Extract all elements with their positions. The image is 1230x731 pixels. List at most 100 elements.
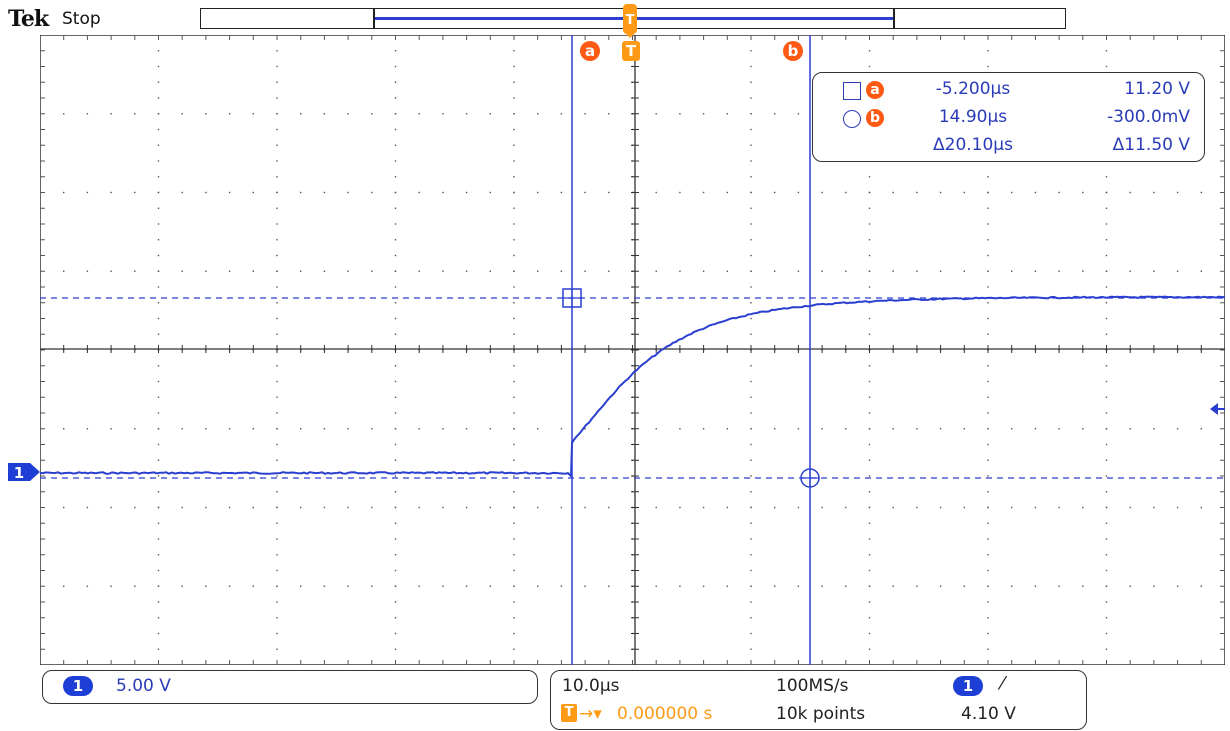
- grid-dot: [513, 176, 515, 178]
- grid-dot: [1105, 648, 1108, 650]
- grid-dot: [371, 585, 373, 587]
- record-length: 10k points: [776, 704, 866, 724]
- grid-dot: [987, 207, 989, 209]
- grid-dot: [916, 270, 918, 272]
- grid-dot: [655, 428, 657, 430]
- grid-dot: [1105, 317, 1108, 320]
- grid-dot: [347, 585, 349, 587]
- grid-dot: [868, 270, 871, 272]
- grid-dot: [608, 585, 610, 587]
- grid-dot: [394, 428, 397, 430]
- grid-dot: [1105, 554, 1108, 556]
- grid-dot: [157, 648, 160, 650]
- grid-dot: [418, 585, 420, 587]
- horizontal-panel[interactable]: 10.0µs 100MS/s T →▾ 0.000000 s 10k point…: [550, 670, 1087, 730]
- grid-dot: [868, 396, 871, 398]
- grid-dot: [655, 585, 657, 587]
- grid-dot: [347, 191, 349, 194]
- cursor-delta-time: Δ20.10µs: [933, 135, 1013, 155]
- grid-dot: [1058, 191, 1060, 194]
- grid-dot: [750, 191, 752, 194]
- grid-dot: [987, 491, 989, 493]
- grid-dot: [1058, 270, 1060, 272]
- grid-dot: [1082, 428, 1084, 430]
- grid-dot: [726, 270, 728, 272]
- grid-dot: [394, 176, 397, 178]
- grid-dot: [157, 317, 160, 320]
- grid-dot: [394, 65, 397, 68]
- grid-dot: [110, 113, 112, 115]
- grid-dot: [750, 160, 752, 162]
- grid-dot: [1105, 223, 1108, 225]
- grid-dot: [868, 286, 871, 288]
- grid-dot: [157, 506, 160, 509]
- grid-dot: [513, 113, 515, 115]
- grid-dot: [276, 396, 278, 398]
- grid-dot: [655, 191, 657, 194]
- grid-dot: [868, 632, 871, 635]
- grid-dot: [987, 50, 989, 52]
- grid-dot: [323, 191, 326, 194]
- grid-dot: [774, 428, 776, 430]
- grid-dot: [1105, 522, 1108, 524]
- grid-dot: [394, 239, 397, 241]
- grid-dot: [513, 443, 515, 446]
- cursor-readout-panel[interactable]: a -5.200µs 11.20 V b 14.90µs -300.0mV Δ2…: [812, 72, 1205, 162]
- grid-dot: [797, 585, 800, 587]
- grid-dot: [1082, 191, 1084, 194]
- trigger-position-arrow-icon: →▾: [579, 704, 602, 724]
- grid-dot: [1176, 191, 1179, 194]
- grid-dot: [418, 428, 420, 430]
- grid-dot: [868, 207, 871, 209]
- grid-dot: [537, 506, 539, 509]
- grid-dot: [276, 585, 278, 587]
- grid-dot: [584, 113, 586, 115]
- channel-1-ground-marker[interactable]: 1: [6, 461, 42, 483]
- grid-dot: [394, 333, 397, 335]
- grid-dot: [1176, 585, 1179, 587]
- grid-dot: [774, 270, 776, 272]
- grid-dot: [750, 65, 752, 68]
- grid-dot: [157, 632, 160, 635]
- trigger-position-badge[interactable]: T: [622, 41, 640, 61]
- grid-dot: [181, 428, 183, 430]
- grid-dot: [110, 270, 112, 272]
- grid-dot: [513, 632, 515, 635]
- grid-dot: [655, 113, 657, 115]
- grid-dot: [276, 254, 278, 257]
- channel-1-scale-panel[interactable]: 1 5.00 V: [42, 670, 538, 704]
- grid-dot: [868, 554, 871, 556]
- cursor-b-badge[interactable]: b: [783, 41, 803, 61]
- grid-dot: [868, 333, 871, 335]
- grid-dot: [1176, 270, 1179, 272]
- grid-dot: [1058, 585, 1060, 587]
- trigger-level-arrow[interactable]: [1210, 403, 1225, 415]
- grid-dot: [276, 50, 278, 52]
- grid-dot: [394, 50, 397, 52]
- grid-dot: [513, 412, 515, 414]
- grid-dot: [750, 522, 752, 524]
- grid-dot: [1034, 428, 1037, 430]
- grid-dot: [774, 585, 776, 587]
- grid-dot: [323, 506, 326, 509]
- grid-dot: [845, 585, 847, 587]
- grid-dot: [513, 428, 515, 430]
- cursor-b-marker[interactable]: [800, 468, 820, 488]
- grid-dot: [584, 428, 586, 430]
- trigger-level: 4.10 V: [961, 704, 1016, 724]
- grid-dot: [157, 65, 160, 68]
- grid-dot: [347, 506, 349, 509]
- grid-dot: [750, 601, 752, 603]
- trigger-position-top-marker[interactable]: T: [620, 4, 640, 38]
- grid-dot: [1034, 506, 1037, 509]
- cursor-a-badge[interactable]: a: [580, 41, 600, 61]
- grid-dot: [868, 223, 871, 225]
- grid-dot: [86, 191, 89, 194]
- grid-dot: [300, 270, 302, 272]
- grid-dot: [774, 191, 776, 194]
- grid-dot: [1034, 585, 1037, 587]
- cursor-a-marker[interactable]: [562, 288, 582, 308]
- grid-dot: [489, 113, 491, 115]
- grid-dot: [987, 254, 989, 257]
- grid-dot: [442, 191, 444, 194]
